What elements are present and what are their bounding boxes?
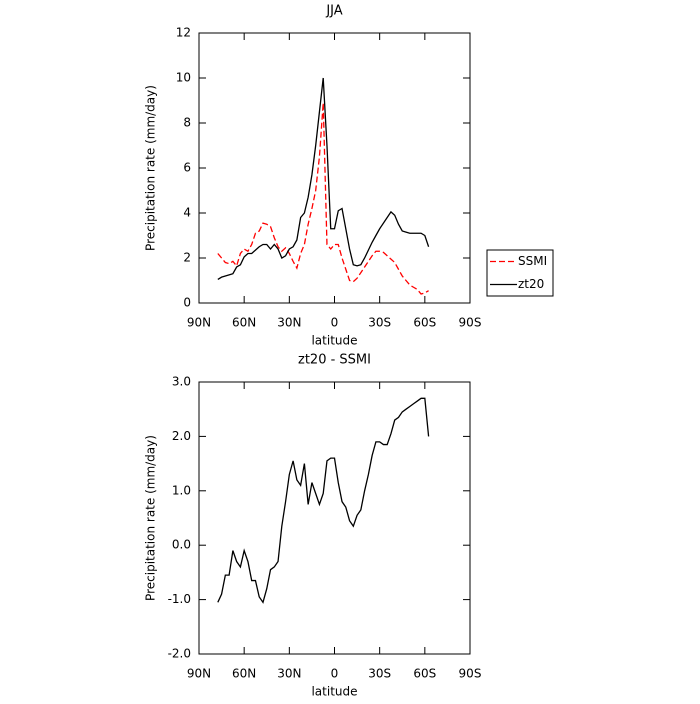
y-tick-label: -1.0 (168, 592, 191, 606)
x-tick-label: 60S (413, 316, 436, 330)
y-axis-label: Precipitation rate (mm/day) (144, 85, 158, 251)
x-tick-label: 90N (187, 667, 211, 681)
data-line (217, 397, 430, 604)
y-tick-label: 4 (183, 206, 191, 220)
x-tick-label: 0 (331, 316, 339, 330)
x-tick-label: 60N (232, 667, 256, 681)
y-tick-label: 10 (176, 71, 191, 85)
chart-title: JJA (325, 4, 342, 19)
y-tick-label: 0 (183, 296, 191, 310)
data-line (217, 102, 429, 295)
y-axis-label: Precipitation rate (mm/day) (144, 435, 158, 601)
y-tick-label: 8 (183, 116, 191, 130)
x-tick-label: 30S (368, 316, 391, 330)
x-tick-label: 30S (368, 667, 391, 681)
x-axis-label: latitude (311, 334, 357, 348)
x-tick-label: 30N (277, 316, 301, 330)
x-tick-label: 30N (277, 667, 301, 681)
legend-label: zt20 (518, 277, 544, 291)
chart-title: zt20 - SSMI (298, 353, 371, 368)
y-tick-label: 3.0 (172, 375, 191, 389)
y-tick-label: 2.0 (172, 429, 191, 443)
y-tick-label: -2.0 (168, 647, 191, 661)
x-tick-label: 0 (331, 667, 339, 681)
plot-frame (198, 381, 471, 655)
x-tick-label: 60S (413, 667, 436, 681)
legend-label: SSMI (518, 254, 547, 268)
y-tick-label: 0.0 (172, 538, 191, 552)
x-tick-label: 90N (187, 316, 211, 330)
y-tick-label: 12 (176, 26, 191, 40)
y-tick-label: 1.0 (172, 483, 191, 497)
y-tick-label: 6 (183, 161, 191, 175)
plot-frame (198, 32, 471, 304)
data-line (217, 77, 430, 280)
x-tick-label: 60N (232, 316, 256, 330)
x-tick-label: 90S (459, 316, 482, 330)
x-tick-label: 90S (459, 667, 482, 681)
x-axis-label: latitude (311, 685, 357, 699)
legend-box (486, 249, 554, 297)
y-tick-label: 2 (183, 251, 191, 265)
